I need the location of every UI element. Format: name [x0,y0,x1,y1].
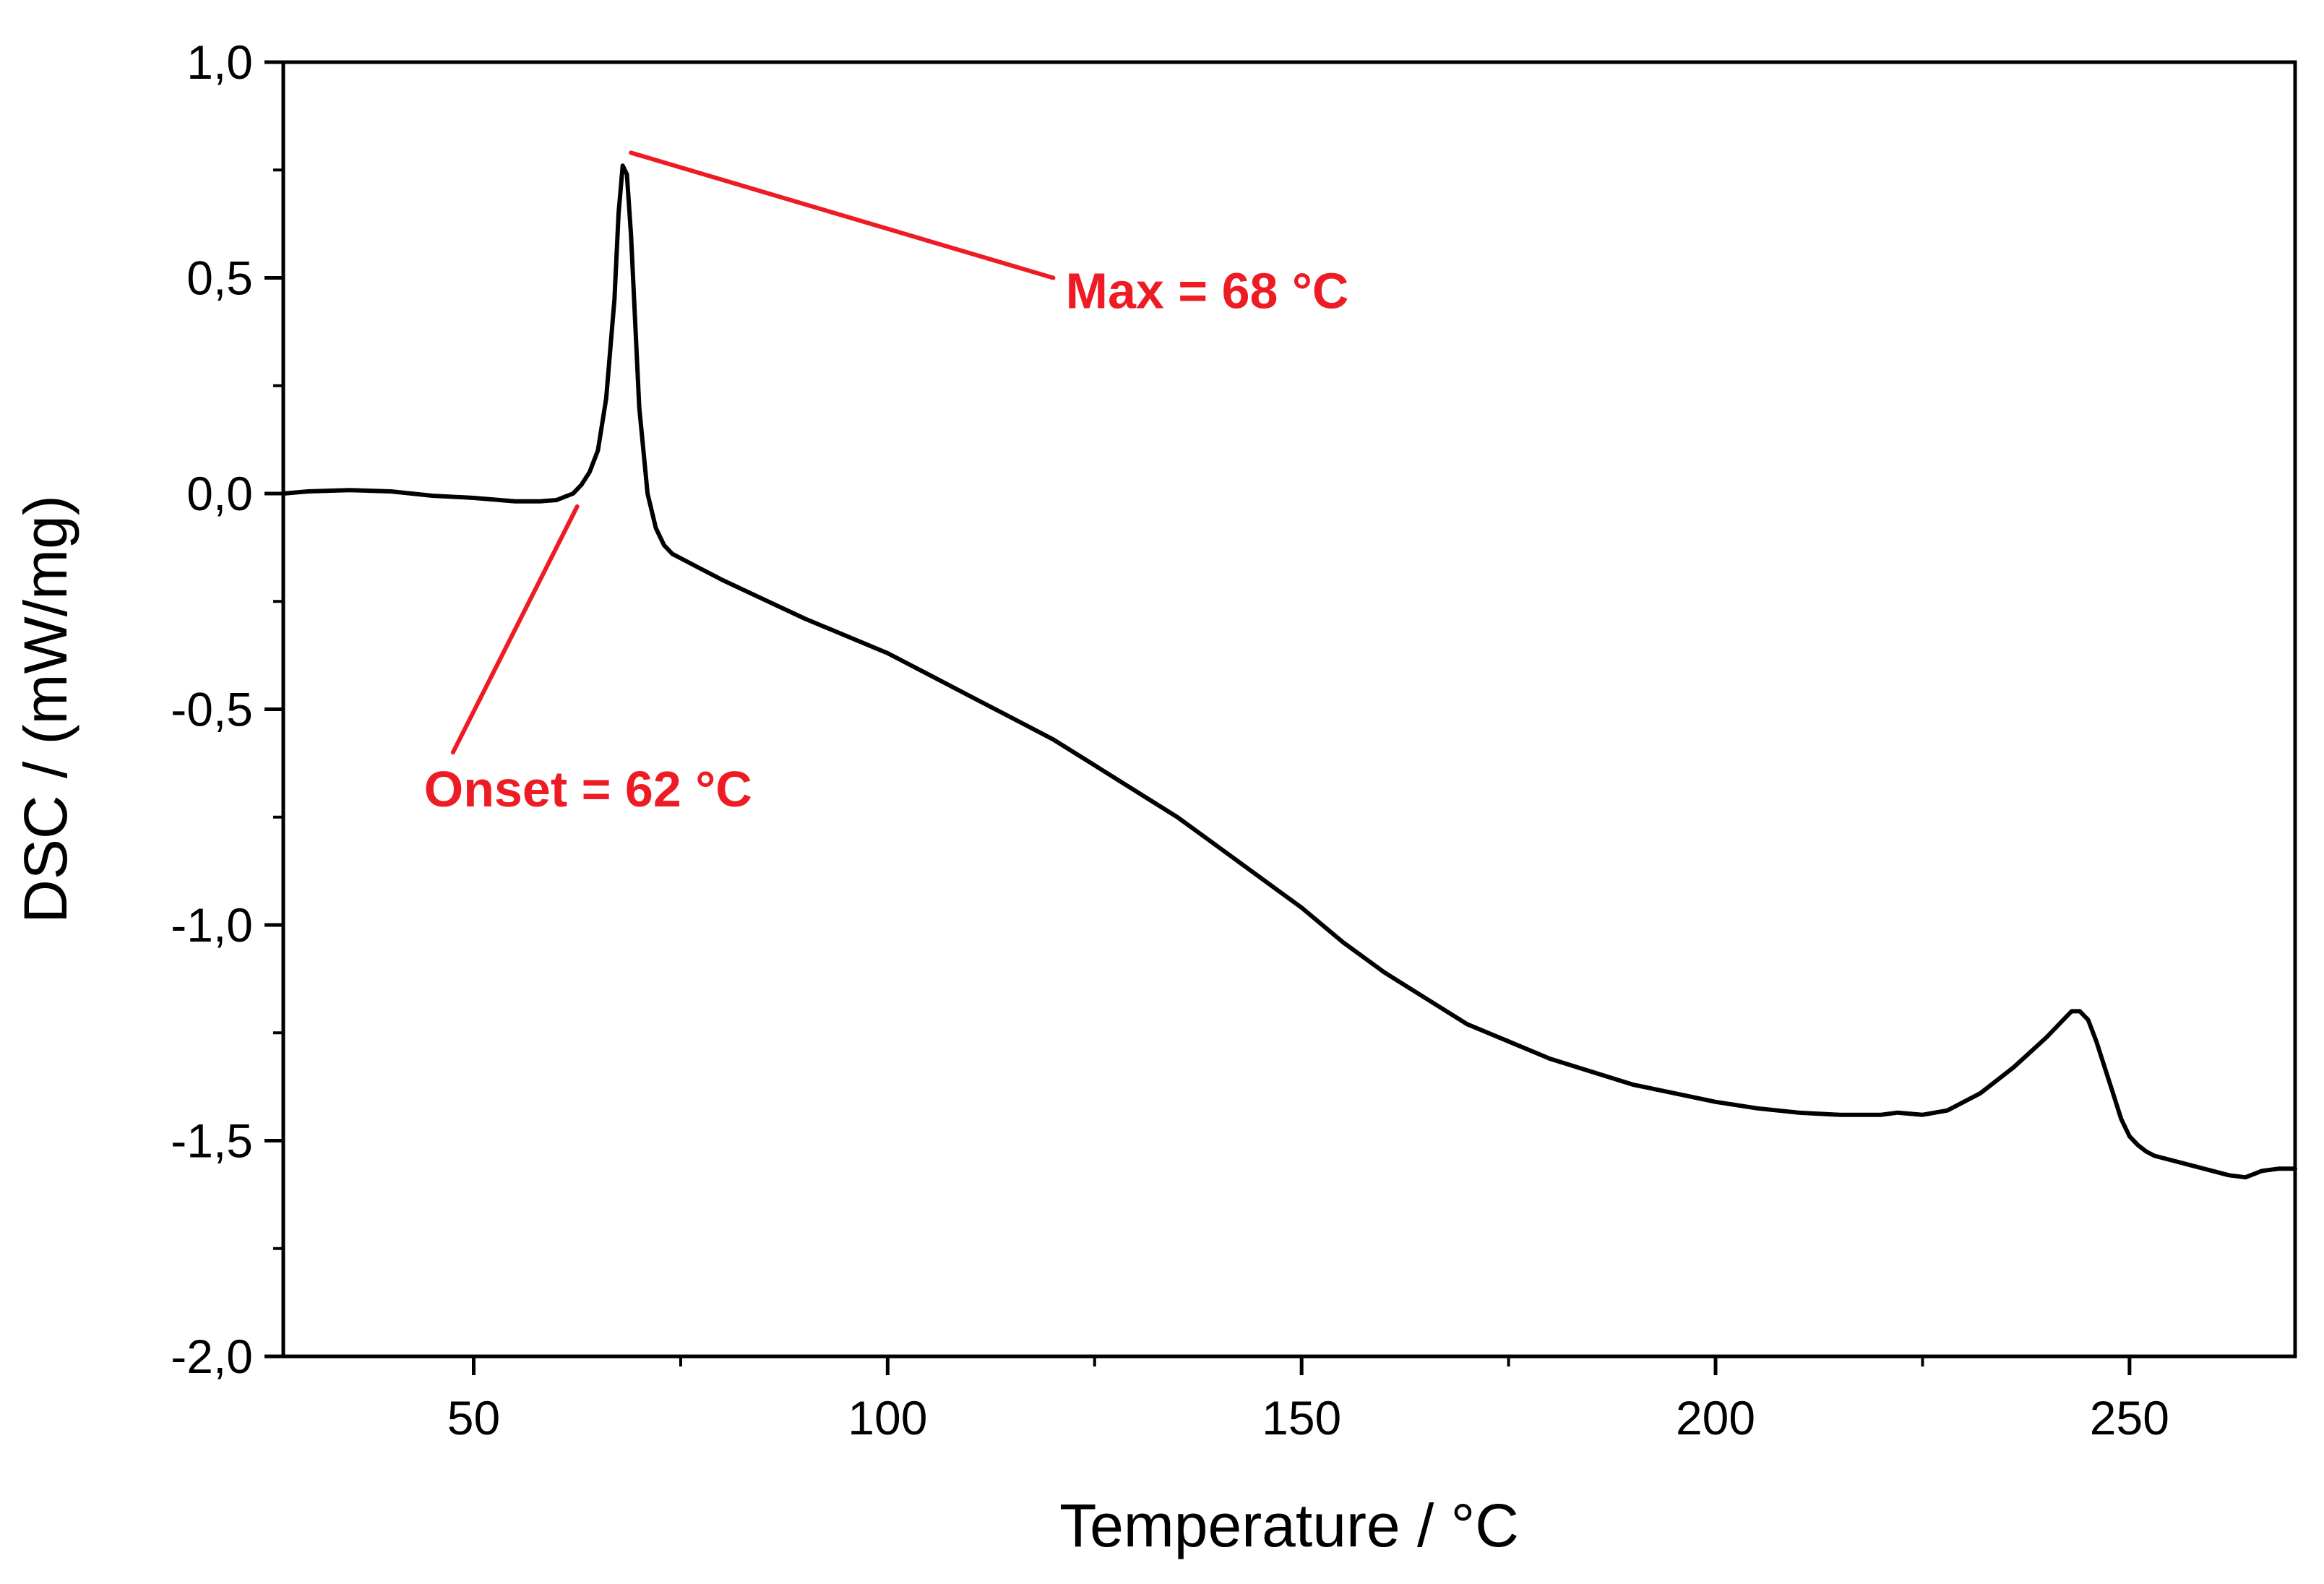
y-tick-label: -1,5 [171,1114,253,1168]
y-axis-title: DSC / (mW/mg) [12,495,79,924]
annotation-label: Onset = 62 °C [424,761,752,817]
x-axis-title: Temperature / °C [1059,1492,1519,1559]
dsc-series-line [281,163,2297,1180]
y-tick-label: -0,5 [171,683,253,736]
y-tick-label: -1,0 [171,898,253,952]
y-tick-label: 0,5 [186,251,253,305]
y-tick-label: -2,0 [171,1330,253,1383]
x-tick-label: 250 [2090,1391,2169,1445]
y-tick-labels: 1,0 0,5 0,0 -0,5 -1,0 -1,5 -2,0 [171,35,253,1383]
annotation-layer: Max = 68 °C Onset = 62 °C [424,150,1349,817]
x-tick-label: 100 [848,1391,927,1445]
x-tick-labels: 50 100 150 200 250 [447,1391,2169,1445]
y-tick-label: 0,0 [186,467,253,520]
annotation-leader-line [450,504,580,755]
series-layer [281,163,2297,1180]
x-tick-label: 150 [1262,1391,1341,1445]
plot-frame [281,60,2297,1359]
annotation-label: Max = 68 °C [1066,262,1349,319]
x-tick-label: 200 [1676,1391,1755,1445]
x-tick-label: 50 [447,1391,500,1445]
y-tick-label: 1,0 [186,35,253,89]
annotation-leader-line [629,150,1056,280]
